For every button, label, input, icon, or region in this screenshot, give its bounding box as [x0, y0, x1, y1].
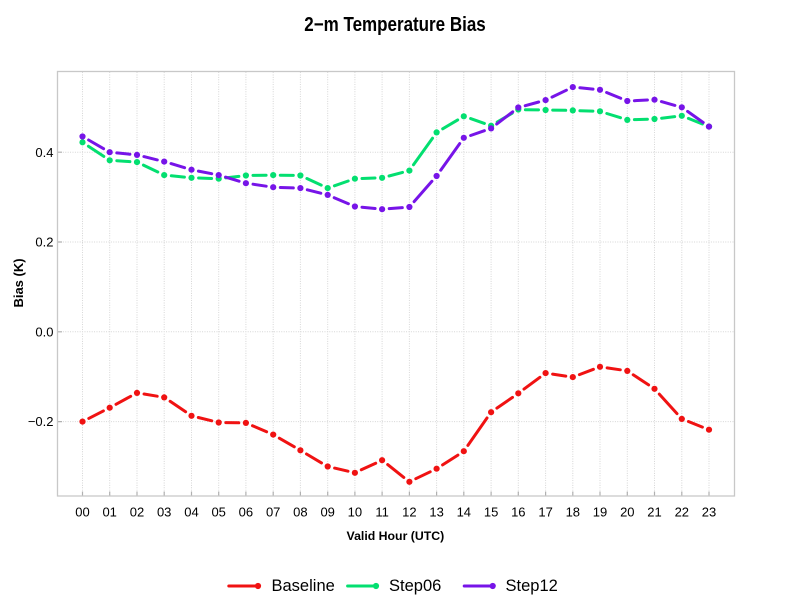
- svg-text:09: 09: [320, 505, 334, 520]
- svg-text:11: 11: [375, 505, 389, 520]
- svg-text:Step06: Step06: [389, 577, 441, 595]
- svg-text:17: 17: [538, 505, 552, 520]
- svg-text:08: 08: [293, 505, 307, 520]
- svg-text:00: 00: [75, 505, 89, 520]
- svg-text:06: 06: [239, 505, 253, 520]
- svg-text:18: 18: [566, 505, 580, 520]
- svg-text:Step12: Step12: [506, 577, 558, 595]
- svg-text:21: 21: [647, 505, 661, 520]
- svg-text:05: 05: [211, 505, 225, 520]
- svg-text:03: 03: [157, 505, 171, 520]
- svg-text:10: 10: [348, 505, 362, 520]
- svg-text:Valid Hour (UTC): Valid Hour (UTC): [347, 529, 445, 543]
- svg-text:23: 23: [702, 505, 716, 520]
- svg-text:0.4: 0.4: [35, 145, 53, 160]
- svg-text:20: 20: [620, 505, 634, 520]
- svg-text:12: 12: [402, 505, 416, 520]
- svg-text:01: 01: [102, 505, 116, 520]
- svg-text:22: 22: [675, 505, 689, 520]
- svg-text:04: 04: [184, 505, 198, 520]
- svg-text:16: 16: [511, 505, 525, 520]
- svg-text:0.0: 0.0: [35, 324, 53, 339]
- svg-text:07: 07: [266, 505, 280, 520]
- svg-text:13: 13: [429, 505, 443, 520]
- svg-text:02: 02: [130, 505, 144, 520]
- svg-text:2−m Temperature Bias: 2−m Temperature Bias: [304, 13, 485, 36]
- svg-text:14: 14: [457, 505, 471, 520]
- svg-text:Bias (K): Bias (K): [11, 258, 26, 307]
- svg-text:0.2: 0.2: [35, 235, 53, 250]
- svg-text:15: 15: [484, 505, 498, 520]
- svg-text:Baseline: Baseline: [272, 577, 335, 595]
- svg-text:−0.2: −0.2: [28, 414, 54, 429]
- svg-text:19: 19: [593, 505, 607, 520]
